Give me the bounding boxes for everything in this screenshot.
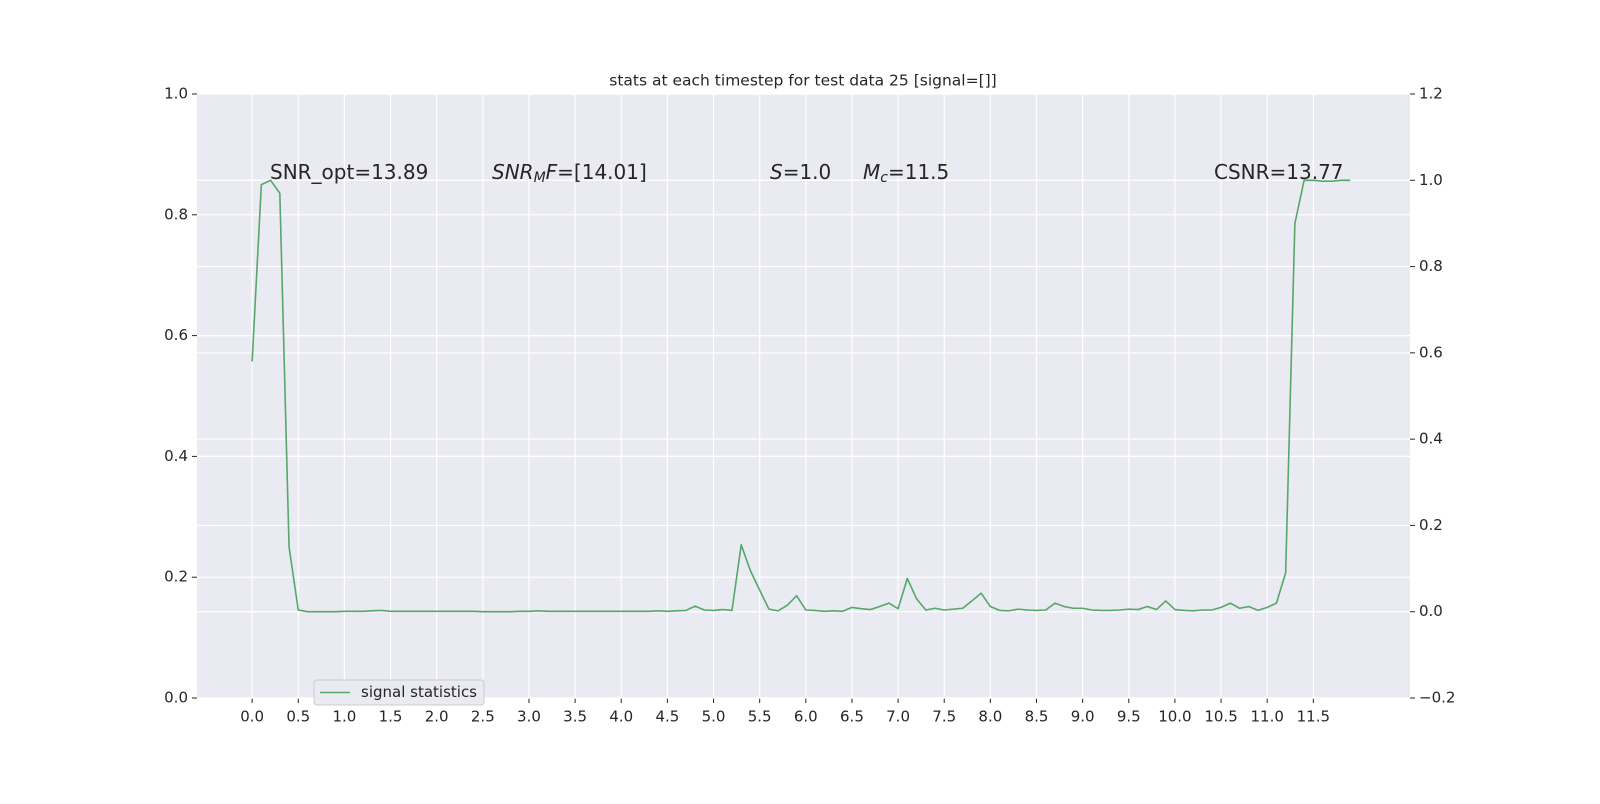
y-tick-label: 0.8 (164, 205, 188, 223)
chart-title: stats at each timestep for test data 25 … (609, 72, 996, 90)
x-tick-label: 3.0 (517, 708, 541, 726)
x-tick-label: 4.5 (655, 708, 679, 726)
y-tick-label: 1.0 (164, 85, 188, 103)
legend-label: signal statistics (361, 683, 477, 701)
x-tick-label: 9.5 (1117, 708, 1141, 726)
annotation-part: =11.5 (888, 160, 949, 184)
x-tick-label: 0.5 (286, 708, 310, 726)
x-tick-label: 3.5 (563, 708, 587, 726)
y2-tick-label: 0.6 (1419, 343, 1443, 361)
x-tick-label: 11.5 (1297, 708, 1330, 726)
annotation-part: S (770, 160, 783, 184)
annotation-part: =[14.01] (557, 160, 647, 184)
x-tick-label: 4.0 (609, 708, 633, 726)
x-tick-label: 5.5 (748, 708, 772, 726)
x-tick-label: 2.0 (425, 708, 449, 726)
y2-tick-label: 0.4 (1419, 430, 1443, 448)
y-tick-label: 0.4 (164, 447, 188, 465)
x-tick-label: 9.0 (1071, 708, 1095, 726)
annotation: S=1.0 (770, 160, 831, 184)
x-tick-label: 2.5 (471, 708, 495, 726)
x-tick-label: 8.0 (978, 708, 1002, 726)
x-tick-label: 6.0 (794, 708, 818, 726)
y2-tick-label: 1.2 (1419, 85, 1443, 103)
annotation-part: =1.0 (783, 160, 832, 184)
x-tick-label: 7.5 (932, 708, 956, 726)
y-tick-label: 0.2 (164, 568, 188, 586)
x-tick-label: 10.5 (1204, 708, 1237, 726)
annotation-part: SNR_opt=13.89 (270, 160, 428, 184)
annotation-part: M (534, 170, 546, 186)
x-tick-label: 1.5 (379, 708, 403, 726)
annotation-part: c (880, 170, 888, 186)
x-tick-label: 1.0 (332, 708, 356, 726)
y2-tick-label: −0.2 (1419, 689, 1455, 707)
annotation-part: M (863, 160, 880, 184)
y-tick-label: 0.0 (164, 689, 188, 707)
annotation: CSNR=13.77 (1214, 160, 1344, 184)
annotation: SNR_opt=13.89 (270, 160, 428, 184)
x-tick-label: 5.0 (702, 708, 726, 726)
x-tick-label: 10.0 (1158, 708, 1191, 726)
plot-area (197, 94, 1410, 698)
annotation-part: CSNR=13.77 (1214, 160, 1344, 184)
legend-box (313, 679, 485, 706)
y2-tick-label: 0.8 (1419, 257, 1443, 275)
x-tick-label: 0.0 (240, 708, 264, 726)
y2-tick-label: 1.0 (1419, 171, 1443, 189)
x-tick-label: 11.0 (1250, 708, 1283, 726)
x-tick-label: 6.5 (840, 708, 864, 726)
y-tick-label: 0.6 (164, 326, 188, 344)
y2-tick-label: 0.2 (1419, 516, 1443, 534)
annotation-part: F (546, 160, 558, 184)
annotation-part: SNR (492, 160, 534, 184)
y2-tick-label: 0.0 (1419, 602, 1443, 620)
data-line (251, 179, 1351, 613)
x-tick-label: 8.5 (1025, 708, 1049, 726)
x-tick-label: 7.0 (886, 708, 910, 726)
annotation: Mc=11.5 (863, 160, 949, 187)
annotation: SNRMF=[14.01] (492, 160, 647, 187)
